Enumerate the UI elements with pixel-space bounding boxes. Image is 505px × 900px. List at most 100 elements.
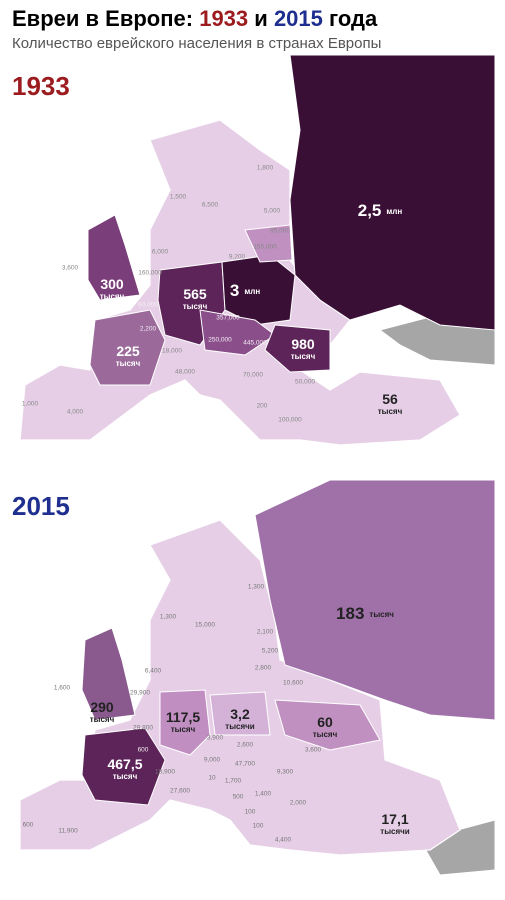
labels: 1,800 1,500 6,500 5,000 95,000 155,000 9,200 6,… <box>22 165 410 844</box>
map-label: 600 <box>138 747 149 754</box>
region-ussr <box>289 54 496 331</box>
map-label: 9,200 <box>229 254 246 261</box>
map-label: 3,600 <box>305 747 322 754</box>
region-france <box>81 727 166 806</box>
map-label: 95,000 <box>270 228 290 235</box>
label-value: 467,5 <box>107 756 142 772</box>
map-label: 1,000 <box>22 401 39 408</box>
region-baltics <box>244 224 293 263</box>
map-label: 15,000 <box>195 622 215 629</box>
map-label: 18,900 <box>155 769 175 776</box>
map-label: 6,000 <box>152 249 169 256</box>
map-label: 100 <box>253 823 264 830</box>
title-end: года <box>329 6 378 31</box>
map-label: 60,000 <box>138 302 158 309</box>
map-label: 5,000 <box>264 208 281 215</box>
map-label: 5,200 <box>262 648 279 655</box>
map-label: 2,800 <box>255 665 272 672</box>
label-unit: тысячи <box>380 827 410 836</box>
map-label: 500 <box>233 794 244 801</box>
map-label: 467,5 тысяч <box>107 756 142 781</box>
label-unit: тысяч <box>116 359 141 368</box>
map-label: 250,000 <box>208 337 232 344</box>
label-unit: тысяч <box>369 610 394 619</box>
title: Евреи в Европе: 1933 и 2015 года <box>12 6 378 31</box>
label-value: 300 <box>100 276 124 292</box>
map-1933 <box>19 54 496 446</box>
map-label: 117,5 тысяч <box>166 709 200 734</box>
map-label: 3,900 <box>207 735 224 742</box>
label-value: 565 <box>183 286 207 302</box>
map-2015 <box>19 479 496 876</box>
map-label: 6,500 <box>202 202 219 209</box>
map-label: 11,900 <box>58 828 78 835</box>
label-value: 3 <box>230 281 239 300</box>
map-label: 200 <box>257 403 268 410</box>
map-label: 9,300 <box>277 769 294 776</box>
map-label: 3,600 <box>62 265 79 272</box>
map-label: 10,600 <box>283 680 303 687</box>
map-label: 29,800 <box>133 725 153 732</box>
label-value: 980 <box>291 336 315 352</box>
label-value: 225 <box>116 343 140 359</box>
map-label: 225 тысяч <box>116 343 141 368</box>
label-unit: тысяч <box>100 292 125 301</box>
label-unit: млн <box>386 207 402 216</box>
map-label: 445,000 <box>243 340 267 347</box>
label-value: 117,5 <box>166 709 200 725</box>
map-label: 357,000 <box>216 315 240 322</box>
title-start: Евреи в Европе: <box>12 6 193 31</box>
subtitle: Количество еврейского населения в страна… <box>12 35 381 52</box>
label-unit: тысяч <box>378 407 403 416</box>
map-label: 3 млн <box>230 281 260 300</box>
region-uk <box>87 214 141 301</box>
title-year1: 1933 <box>199 6 248 31</box>
label-value: 17,1 <box>381 811 408 827</box>
map-year: 2015 <box>12 491 70 521</box>
map-label: 60 тысяч <box>313 714 338 739</box>
map-label: 4,000 <box>67 409 84 416</box>
map-label: 1,300 <box>248 584 265 591</box>
label-unit: тысяч <box>90 715 115 724</box>
region-ukraine <box>274 699 381 751</box>
label-unit: тысяч <box>313 730 338 739</box>
map-label: 29,900 <box>130 690 150 697</box>
map-label: 10 <box>208 775 216 782</box>
map-label: 600 <box>23 822 34 829</box>
label-value: 290 <box>90 699 114 715</box>
region-germany <box>159 689 211 756</box>
map-label: 100,000 <box>278 417 302 424</box>
label-value: 3,2 <box>230 706 250 722</box>
label-value: 60 <box>317 714 333 730</box>
label-unit: тысяч <box>171 725 196 734</box>
land-gray <box>419 819 496 876</box>
label-value: 183 <box>336 604 364 623</box>
map-label: 290 тысяч <box>90 699 115 724</box>
map-label: 9,000 <box>204 757 221 764</box>
map-label: 1,400 <box>255 791 272 798</box>
map-label: 47,700 <box>235 761 255 768</box>
map-label: 27,600 <box>170 788 190 795</box>
region-central <box>199 309 276 356</box>
label-value: 2,5 <box>358 201 382 220</box>
title-conj: и <box>254 6 268 31</box>
map-label: 2,5 млн <box>358 201 403 220</box>
map-label: 3,2 тысячи <box>225 706 255 731</box>
region-france <box>89 309 166 386</box>
map-label: 155,000 <box>253 244 277 251</box>
map-label: 1,800 <box>257 165 274 172</box>
map-label: 18,000 <box>162 348 182 355</box>
map-label: 56 тысяч <box>378 391 403 416</box>
map-label: 980 тысяч <box>291 336 316 361</box>
map-year: 1933 <box>12 71 70 101</box>
label-unit: тысяч <box>113 772 138 781</box>
label-value: 56 <box>382 391 398 407</box>
map-label: 70,000 <box>243 372 263 379</box>
region-uk <box>81 627 136 721</box>
map-label: 50,000 <box>295 379 315 386</box>
map-label: 565 тысяч <box>183 286 208 311</box>
map-label: 48,000 <box>175 369 195 376</box>
map-label: 1,600 <box>54 685 71 692</box>
region-romania <box>264 324 331 373</box>
